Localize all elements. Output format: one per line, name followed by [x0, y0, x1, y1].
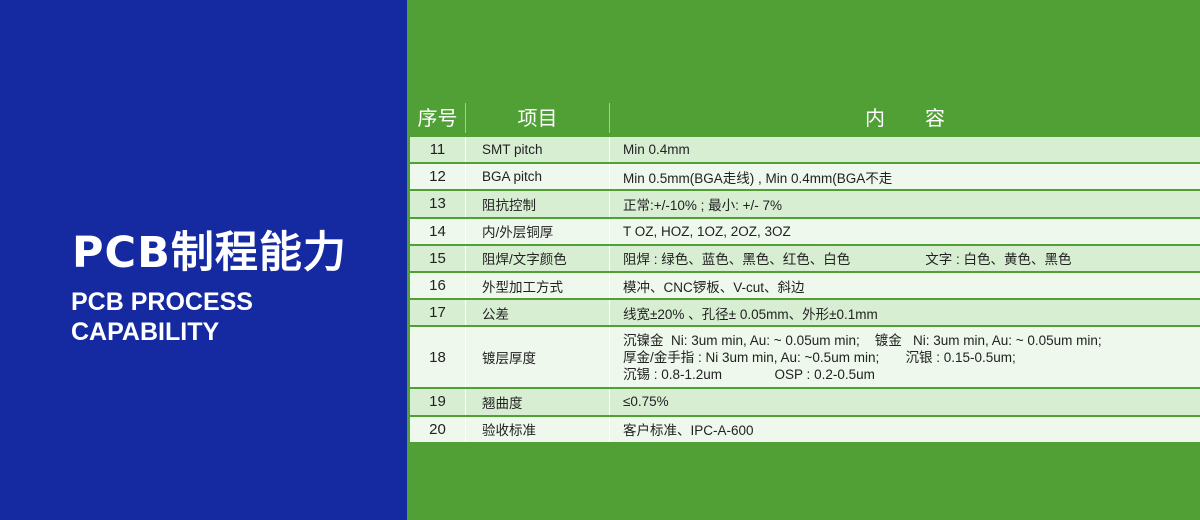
table-row: 17 公差 线宽±20% 、孔径± 0.05mm、外形±0.1mm — [410, 298, 1200, 326]
table-header: 序号 项目 内 容 — [410, 103, 1200, 133]
title-chinese: PCB制程能力 — [72, 228, 347, 278]
header-content: 内 容 — [865, 106, 945, 130]
cell-content: 阻焊 : 绿色、蓝色、黑色、红色、白色 文字 : 白色、黄色、黑色 — [610, 246, 1200, 271]
cell-content: 线宽±20% 、孔径± 0.05mm、外形±0.1mm — [610, 300, 1200, 325]
content-line: 厚金/金手指 : Ni 3um min, Au: ~0.5um min; 沉银 … — [623, 349, 1016, 365]
left-panel: PCB制程能力 PCB PROCESS CAPABILITY — [0, 0, 407, 520]
content-line: Min 0.4mm — [623, 142, 690, 158]
cell-item: 阻抗控制 — [466, 191, 610, 217]
cell-content: 沉镍金 Ni: 3um min, Au: ~ 0.05um min; 镀金 Ni… — [610, 327, 1200, 387]
cell-number: 17 — [410, 300, 466, 326]
table-row: 13 阻抗控制 正常:+/-10% ; 最小: +/- 7% — [410, 189, 1200, 217]
table-row: 16 外型加工方式 模冲、CNC锣板、V-cut、斜边 — [410, 270, 1200, 299]
cell-content: Min 0.4mm — [610, 137, 1200, 162]
cell-number: 11 — [410, 137, 466, 163]
content-line: T OZ, HOZ, 1OZ, 2OZ, 3OZ — [623, 223, 791, 239]
cell-number: 13 — [410, 191, 466, 217]
cell-item: 镀层厚度 — [466, 327, 610, 388]
table-row: 12 BGA pitch Min 0.5mm(BGA走线) , Min 0.4mm(… — [410, 162, 1200, 190]
table-row: 19 翘曲度 ≤0.75% — [410, 387, 1200, 415]
cell-content: T OZ, HOZ, 1OZ, 2OZ, 3OZ — [610, 219, 1200, 244]
cell-number: 15 — [410, 245, 466, 271]
title-english-line1: PCB PROCESS — [71, 288, 253, 316]
content-line: 正常:+/-10% ; 最小: +/- 7% — [623, 197, 783, 213]
table-row: 18 镀层厚度 沉镍金 Ni: 3um min, Au: ~ 0.05um min;… — [410, 325, 1200, 388]
content-line: 模冲、CNC锣板、V-cut、斜边 — [623, 279, 805, 295]
cell-item: 阻焊/文字颜色 — [466, 245, 610, 271]
cell-item: 翘曲度 — [466, 389, 610, 415]
table-row: 14 内/外层铜厚 T OZ, HOZ, 1OZ, 2OZ, 3OZ — [410, 216, 1200, 244]
cell-content: ≤0.75% — [610, 389, 1200, 414]
cell-content: 正常:+/-10% ; 最小: +/- 7% — [610, 191, 1200, 216]
content-line: ≤0.75% — [623, 394, 669, 410]
cell-number: 14 — [410, 218, 466, 244]
header-number: 序号 — [410, 103, 466, 133]
table-row: 20 验收标准 客户标准、IPC-A-600 — [410, 414, 1200, 442]
content-line: 线宽±20% 、孔径± 0.05mm、外形±0.1mm — [623, 306, 878, 322]
cell-number: 12 — [410, 164, 466, 190]
cell-item: 公差 — [466, 300, 610, 326]
cell-item: 外型加工方式 — [466, 272, 610, 299]
cell-number: 18 — [410, 327, 466, 388]
cell-content: 客户标准、IPC-A-600 — [610, 417, 1200, 442]
cell-number: 20 — [410, 416, 466, 442]
content-line: 客户标准、IPC-A-600 — [623, 423, 754, 439]
header-item: 项目 — [466, 103, 610, 133]
title-english-line2: CAPABILITY — [71, 318, 220, 346]
content-line: 沉锡 : 0.8-1.2um OSP : 0.2-0.5um — [623, 366, 875, 382]
cell-content: Min 0.5mm(BGA走线) , Min 0.4mm(BGA不走 — [610, 164, 1200, 189]
capability-table: 序号 项目 内 容 11 SMT pitch Min 0.4mm 12 BGA pitc… — [410, 103, 1200, 442]
content-line: Min 0.5mm(BGA走线) , Min 0.4mm(BGA不走 — [623, 170, 893, 186]
content-line: 阻焊 : 绿色、蓝色、黑色、红色、白色 文字 : 白色、黄色、黑色 — [623, 252, 1072, 268]
cell-item: 内/外层铜厚 — [466, 218, 610, 244]
cell-number: 19 — [410, 389, 466, 415]
cell-item: SMT pitch — [466, 137, 610, 163]
cell-number: 16 — [410, 272, 466, 299]
table-row: 11 SMT pitch Min 0.4mm — [410, 135, 1200, 163]
content-line: 沉镍金 Ni: 3um min, Au: ~ 0.05um min; 镀金 Ni… — [623, 332, 1102, 348]
cell-item: BGA pitch — [466, 164, 610, 190]
cell-item: 验收标准 — [466, 416, 610, 442]
cell-content: 模冲、CNC锣板、V-cut、斜边 — [610, 273, 1200, 298]
table-row: 15 阻焊/文字颜色 阻焊 : 绿色、蓝色、黑色、红色、白色 文字 : 白色、黄色、… — [410, 243, 1200, 271]
